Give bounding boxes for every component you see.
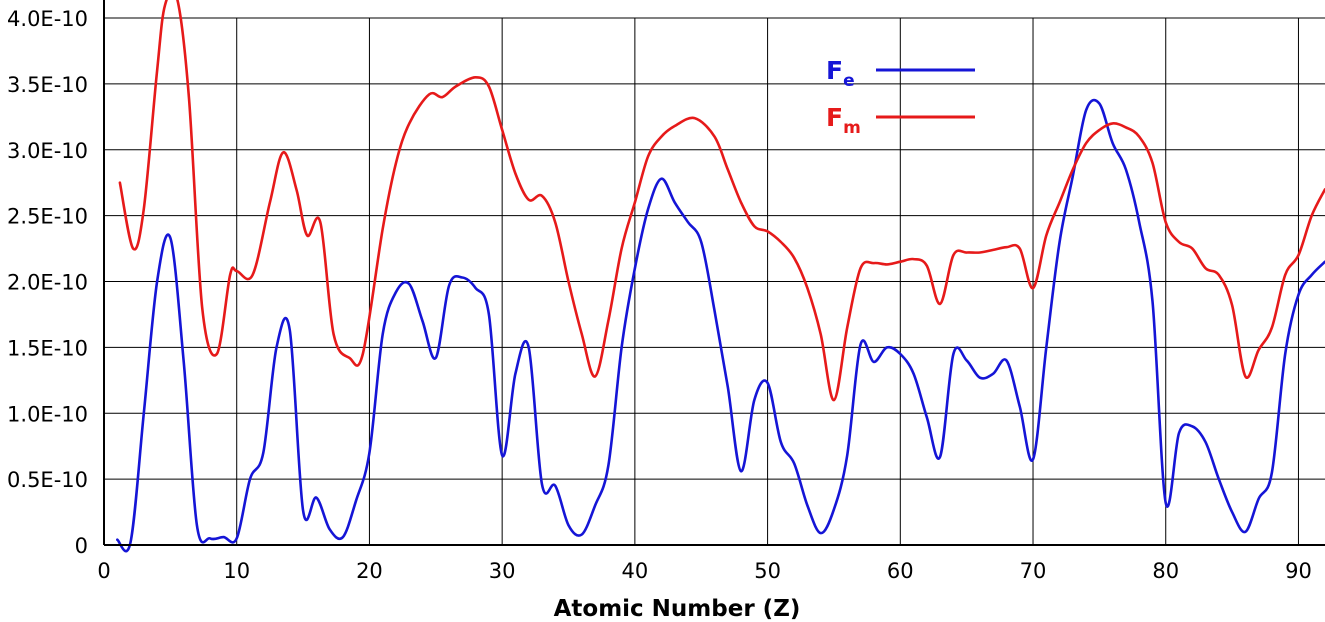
series-lines bbox=[116, 0, 1325, 553]
series-line-Fm bbox=[118, 0, 1325, 402]
x-tick-label: 0 bbox=[97, 559, 110, 583]
x-tick-label: 10 bbox=[223, 559, 250, 583]
y-tick-label: 0.5E-10 bbox=[7, 468, 88, 492]
x-tick-label: 60 bbox=[887, 559, 914, 583]
x-tick-label: 90 bbox=[1285, 559, 1312, 583]
legend-subscript: e bbox=[843, 71, 855, 91]
axes bbox=[103, 0, 1325, 546]
x-tick-label: 70 bbox=[1020, 559, 1047, 583]
x-tick-label: 80 bbox=[1152, 559, 1179, 583]
y-tick-label: 3.0E-10 bbox=[7, 139, 88, 163]
y-tick-label: 4.0E-10 bbox=[7, 7, 88, 31]
y-tick-label: 2.0E-10 bbox=[7, 271, 88, 295]
legend-label: Fm bbox=[826, 103, 861, 138]
series-line-Fe bbox=[116, 98, 1325, 553]
x-axis-label: Atomic Number (Z) bbox=[554, 596, 801, 622]
legend-label: Fe bbox=[826, 56, 855, 91]
x-tick-label: 50 bbox=[754, 559, 781, 583]
y-tick-label: 1.0E-10 bbox=[7, 402, 88, 426]
x-tick-label: 20 bbox=[356, 559, 383, 583]
y-axis-ticks: 0 0.5E-10 1.0E-10 1.5E-10 2.0E-10 2.5E-10 3.0E… bbox=[7, 7, 88, 558]
y-tick-label: 1.5E-10 bbox=[7, 336, 88, 360]
y-tick-label: 2.5E-10 bbox=[7, 205, 88, 229]
grid-lines bbox=[104, 17, 1325, 545]
legend-subscript: m bbox=[843, 118, 861, 138]
y-tick-label: 0 bbox=[75, 534, 88, 558]
x-tick-label: 40 bbox=[622, 559, 649, 583]
x-tick-label: 30 bbox=[489, 559, 516, 583]
x-axis-ticks: 0 10 20 30 40 50 60 70 80 90 bbox=[97, 559, 1312, 583]
y-tick-label: 3.5E-10 bbox=[7, 73, 88, 97]
